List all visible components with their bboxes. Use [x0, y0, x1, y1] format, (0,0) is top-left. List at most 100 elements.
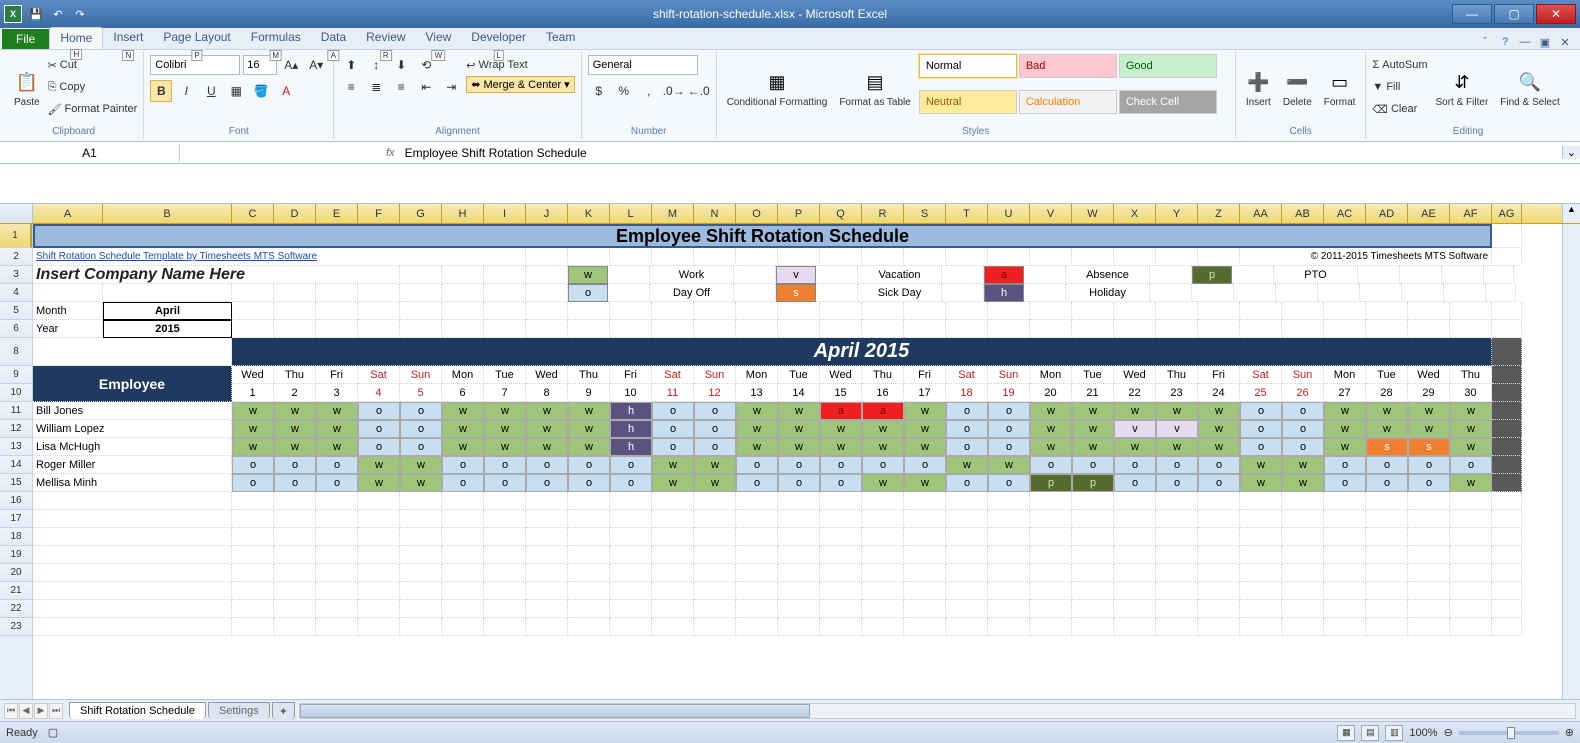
cell[interactable] [1030, 248, 1072, 266]
shift-cell[interactable]: o [694, 402, 736, 420]
cell[interactable] [1240, 492, 1282, 510]
shift-cell[interactable]: o [568, 456, 610, 474]
fill-color-button[interactable]: 🪣 [250, 80, 272, 102]
shift-cell[interactable]: a [820, 402, 862, 420]
cell[interactable] [103, 284, 232, 302]
legend-v[interactable]: v [776, 266, 816, 284]
shift-cell[interactable]: o [1324, 474, 1366, 492]
shift-cell[interactable]: o [484, 474, 526, 492]
cell[interactable] [1030, 320, 1072, 338]
cell[interactable] [232, 302, 274, 320]
cell[interactable] [1072, 564, 1114, 582]
cell[interactable] [484, 582, 526, 600]
cell[interactable] [1114, 564, 1156, 582]
col-header-AD[interactable]: AD [1366, 204, 1408, 223]
cell[interactable] [526, 320, 568, 338]
cell[interactable] [316, 528, 358, 546]
cell[interactable] [1492, 546, 1522, 564]
cell[interactable] [274, 284, 316, 302]
cell[interactable] [1030, 564, 1072, 582]
cell[interactable] [274, 618, 316, 636]
cell[interactable] [610, 320, 652, 338]
cell[interactable] [358, 600, 400, 618]
cell[interactable] [1492, 320, 1522, 338]
cell[interactable] [1198, 320, 1240, 338]
cell[interactable] [1324, 528, 1366, 546]
cell[interactable] [568, 600, 610, 618]
day-num-5[interactable]: 5 [400, 384, 442, 402]
insert-cells-button[interactable]: ➕Insert [1242, 54, 1275, 124]
day-name-30[interactable]: Thu [1450, 366, 1492, 384]
cell[interactable] [1114, 492, 1156, 510]
shift-cell[interactable]: w [1030, 438, 1072, 456]
shift-cell[interactable]: o [1114, 456, 1156, 474]
shift-cell[interactable]: o [694, 438, 736, 456]
cell[interactable] [1156, 618, 1198, 636]
cell[interactable] [652, 302, 694, 320]
shift-cell[interactable]: w [1450, 438, 1492, 456]
cell[interactable] [526, 248, 568, 266]
shift-cell[interactable]: o [820, 456, 862, 474]
workbook-close-icon[interactable]: ✕ [1558, 35, 1572, 49]
shift-cell[interactable]: w [1240, 456, 1282, 474]
day-num-3[interactable]: 3 [316, 384, 358, 402]
col-header-H[interactable]: H [442, 204, 484, 223]
cell[interactable] [942, 284, 984, 302]
cell[interactable] [608, 284, 650, 302]
cell[interactable] [862, 510, 904, 528]
shift-cell[interactable]: w [526, 402, 568, 420]
cell[interactable] [1282, 546, 1324, 564]
row-header-5[interactable]: 5 [0, 302, 32, 320]
shift-cell[interactable]: o [904, 456, 946, 474]
employee-name-4[interactable]: Mellisa Minh [33, 474, 232, 492]
legend-h[interactable]: h [984, 284, 1024, 302]
shift-cell[interactable]: o [1282, 402, 1324, 420]
day-num-17[interactable]: 17 [904, 384, 946, 402]
day-name-5[interactable]: Sun [400, 366, 442, 384]
day-num-11[interactable]: 11 [652, 384, 694, 402]
cell[interactable] [1400, 266, 1442, 284]
cell[interactable] [274, 528, 316, 546]
cell[interactable] [232, 564, 274, 582]
cell[interactable] [904, 546, 946, 564]
cell[interactable] [1030, 618, 1072, 636]
sort-filter-button[interactable]: ⇵Sort & Filter [1431, 54, 1492, 124]
shift-cell[interactable]: p [1072, 474, 1114, 492]
cell[interactable] [820, 248, 862, 266]
close-button[interactable]: ✕ [1536, 4, 1576, 24]
format-painter-button[interactable]: 🖌Format Painter [48, 98, 138, 120]
row-header-15[interactable]: 15 [0, 474, 32, 492]
cell[interactable] [820, 492, 862, 510]
cell[interactable] [820, 302, 862, 320]
cell[interactable] [820, 582, 862, 600]
col-header-V[interactable]: V [1030, 204, 1072, 223]
cell[interactable] [652, 618, 694, 636]
day-name-21[interactable]: Tue [1072, 366, 1114, 384]
cell[interactable] [652, 582, 694, 600]
cell[interactable] [736, 618, 778, 636]
cell[interactable] [610, 546, 652, 564]
shift-cell[interactable]: o [358, 420, 400, 438]
cell[interactable] [1072, 618, 1114, 636]
cell[interactable] [778, 546, 820, 564]
shift-cell[interactable]: s [1408, 438, 1450, 456]
ribbon-tab-team[interactable]: Team [536, 27, 585, 49]
day-num-21[interactable]: 21 [1072, 384, 1114, 402]
shift-cell[interactable]: w [232, 420, 274, 438]
shift-cell[interactable]: w [1324, 420, 1366, 438]
day-name-29[interactable]: Wed [1408, 366, 1450, 384]
day-num-8[interactable]: 8 [526, 384, 568, 402]
shift-cell[interactable]: w [1408, 402, 1450, 420]
cell[interactable] [526, 618, 568, 636]
cell[interactable] [1492, 564, 1522, 582]
cell[interactable] [1156, 546, 1198, 564]
shift-cell[interactable]: o [1030, 456, 1072, 474]
shift-cell[interactable]: v [1114, 420, 1156, 438]
cell[interactable] [232, 320, 274, 338]
day-name-8[interactable]: Wed [526, 366, 568, 384]
cell[interactable] [820, 320, 862, 338]
cell[interactable] [1492, 438, 1522, 456]
day-name-22[interactable]: Wed [1114, 366, 1156, 384]
underline-button[interactable]: U [200, 80, 222, 102]
cell[interactable] [1072, 546, 1114, 564]
